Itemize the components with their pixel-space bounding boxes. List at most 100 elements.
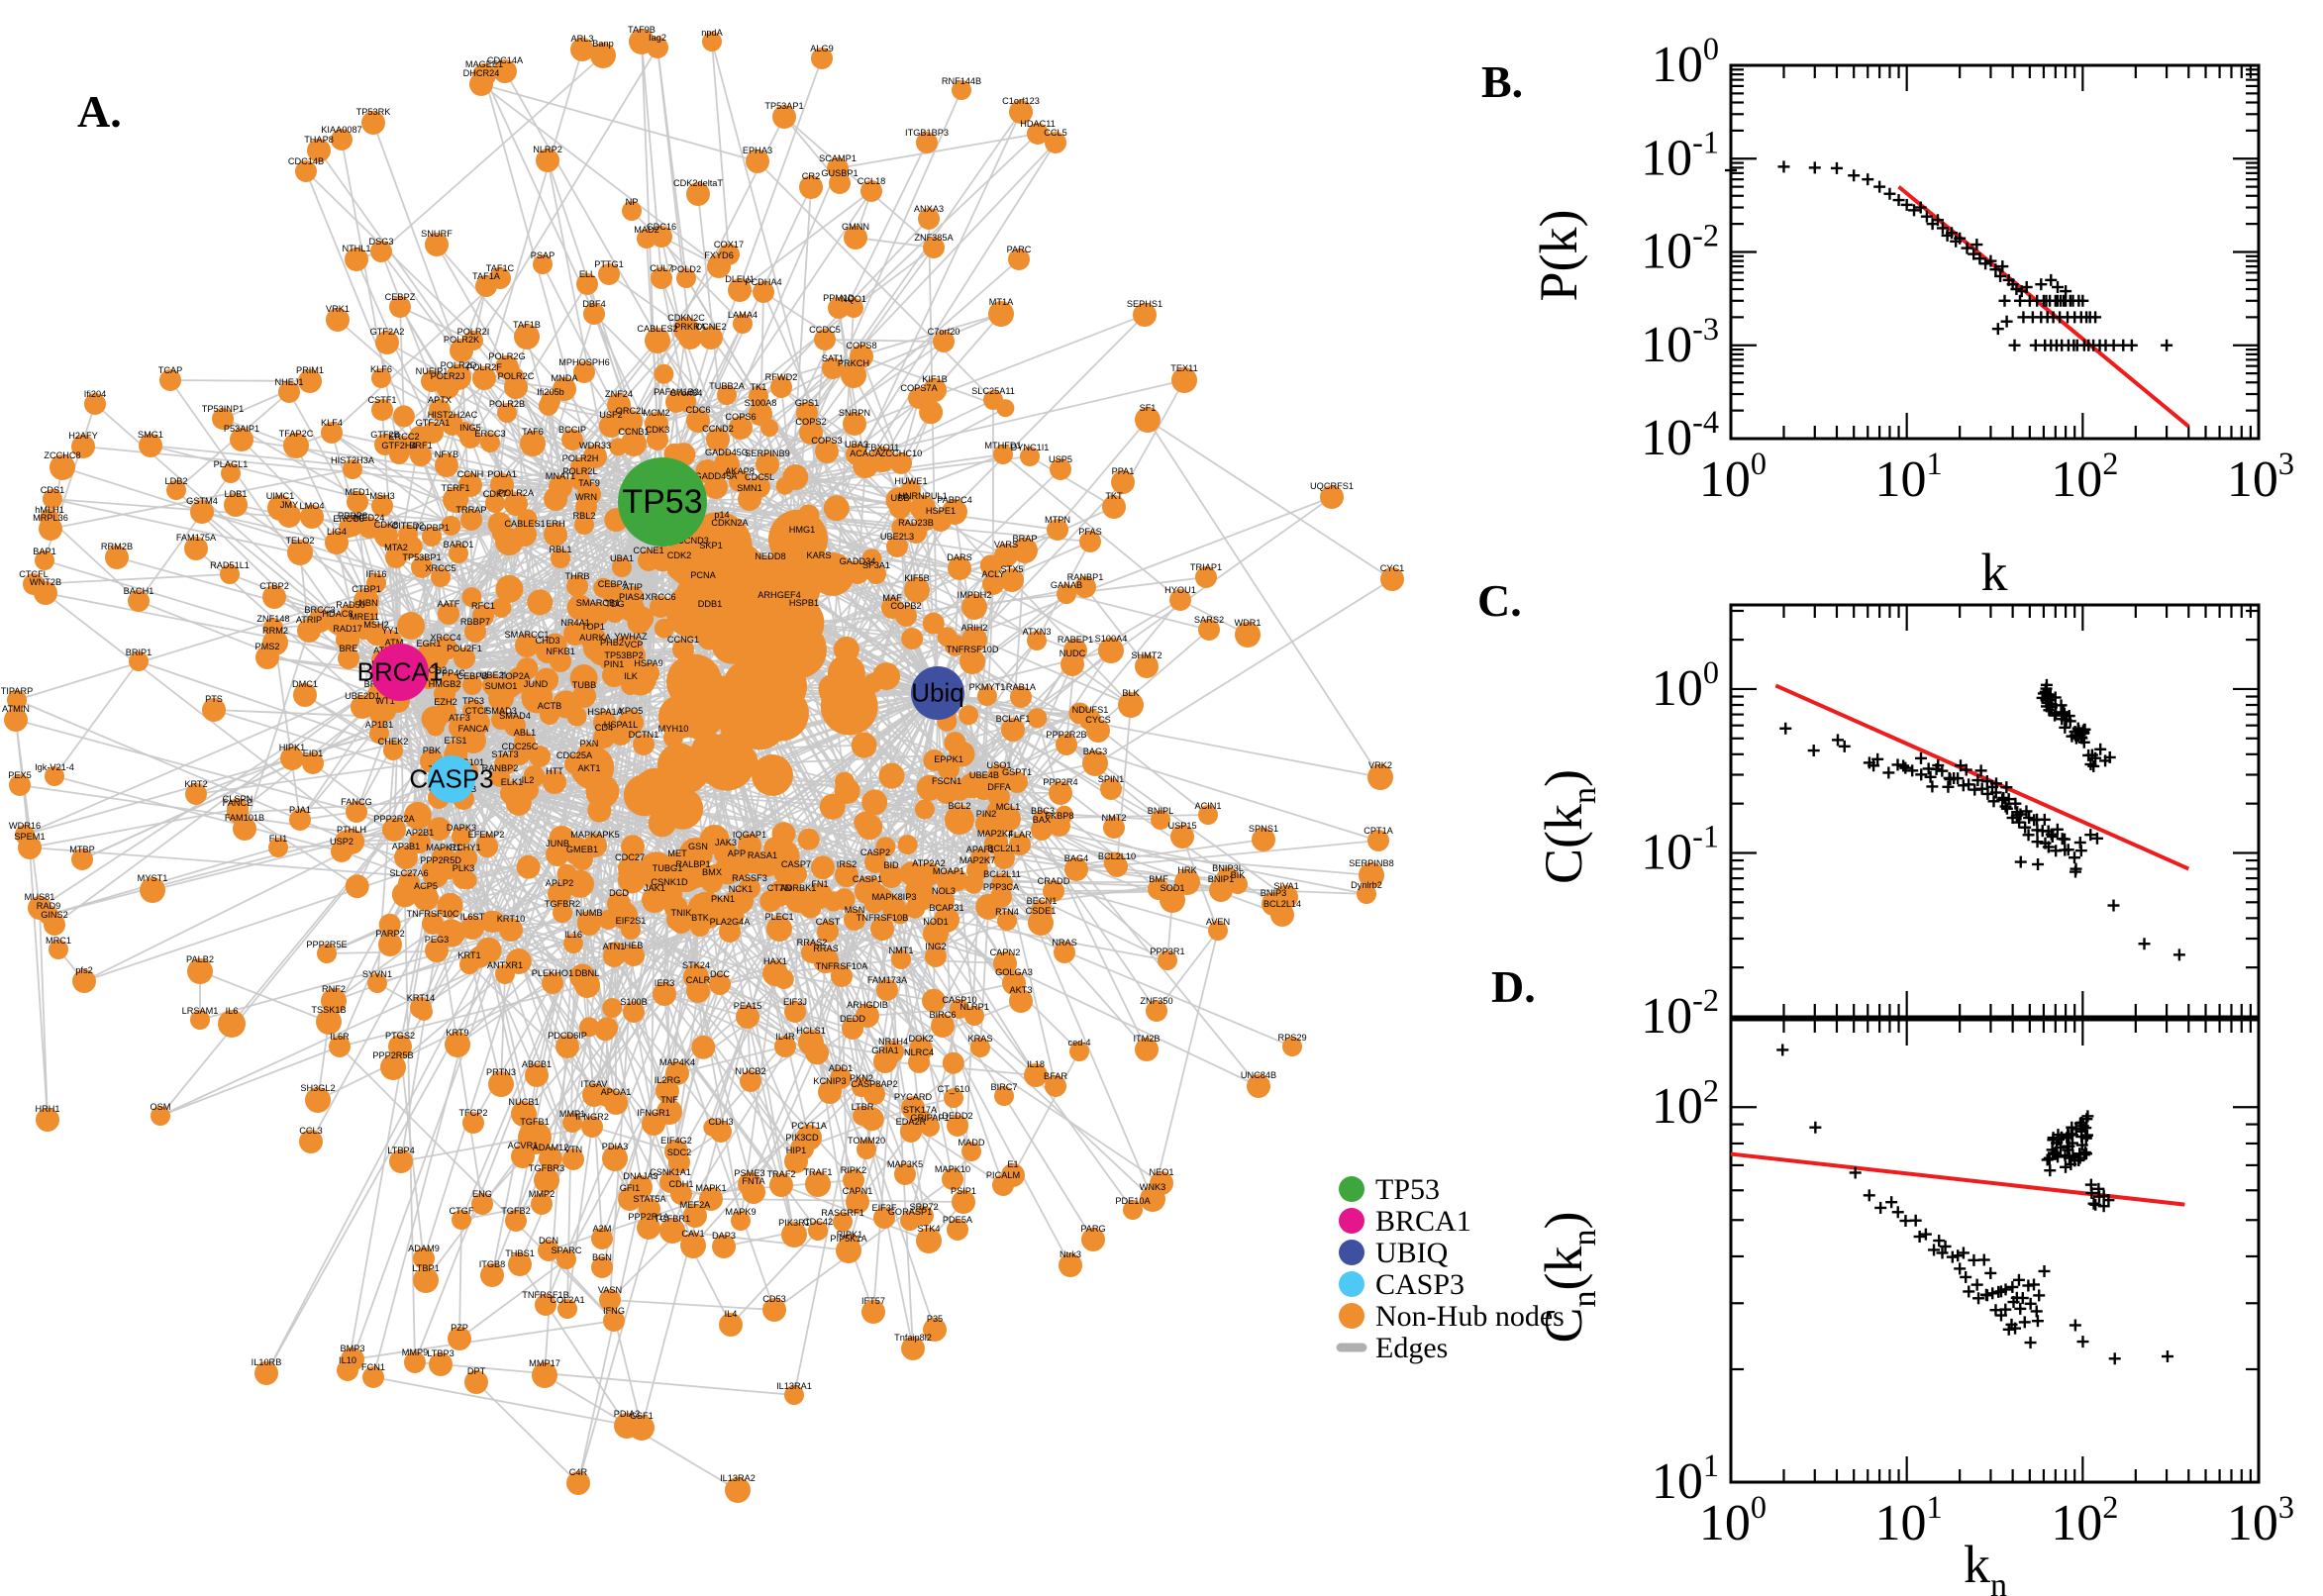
network-node[interactable] — [485, 493, 505, 513]
network-node[interactable] — [709, 973, 731, 995]
network-node[interactable] — [736, 1005, 759, 1029]
network-node[interactable] — [808, 1221, 828, 1241]
network-node[interactable] — [878, 762, 905, 789]
network-node[interactable] — [987, 764, 1011, 788]
network-node[interactable] — [624, 663, 656, 696]
network-node[interactable] — [623, 945, 645, 966]
network-node[interactable] — [475, 937, 502, 963]
network-node[interactable] — [185, 783, 207, 805]
network-node[interactable] — [35, 550, 54, 570]
network-node[interactable] — [581, 1116, 603, 1138]
network-node[interactable] — [1082, 750, 1108, 776]
network-node[interactable] — [321, 988, 347, 1014]
network-node[interactable] — [299, 1130, 323, 1153]
network-node[interactable] — [450, 339, 473, 362]
network-node[interactable] — [890, 452, 912, 474]
network-node[interactable] — [392, 405, 415, 428]
network-node[interactable] — [861, 1300, 885, 1324]
network-node[interactable] — [1098, 638, 1124, 663]
network-node[interactable] — [633, 734, 655, 755]
network-node[interactable] — [689, 867, 710, 888]
network-node[interactable] — [719, 1313, 743, 1337]
network-node[interactable] — [307, 139, 331, 162]
network-node[interactable] — [1043, 880, 1064, 902]
network-node[interactable] — [159, 369, 181, 391]
network-node[interactable] — [556, 1035, 579, 1058]
network-node[interactable] — [982, 573, 1004, 595]
network-node[interactable] — [1170, 825, 1194, 848]
network-node[interactable] — [610, 724, 632, 746]
network-node[interactable] — [1033, 810, 1053, 830]
network-node[interactable] — [687, 891, 725, 930]
network-node[interactable] — [413, 1267, 439, 1293]
network-node[interactable] — [805, 1041, 830, 1065]
network-node[interactable] — [577, 911, 598, 932]
network-node[interactable] — [835, 863, 858, 887]
network-node[interactable] — [583, 303, 605, 325]
network-node[interactable] — [762, 1298, 786, 1322]
network-node[interactable] — [548, 882, 571, 906]
network-node[interactable] — [993, 445, 1013, 464]
network-node[interactable] — [499, 918, 523, 942]
network-node[interactable] — [1028, 910, 1054, 936]
network-node[interactable] — [533, 254, 553, 274]
network-node[interactable] — [944, 1088, 963, 1108]
network-node[interactable] — [1135, 407, 1161, 433]
network-node[interactable] — [695, 459, 720, 483]
network-node[interactable] — [1047, 519, 1068, 541]
network-node[interactable] — [566, 575, 588, 597]
network-node[interactable] — [861, 549, 882, 569]
network-node[interactable] — [1000, 568, 1024, 592]
network-node[interactable] — [45, 766, 64, 786]
network-node[interactable] — [650, 546, 676, 572]
network-node[interactable] — [562, 1148, 584, 1170]
network-node[interactable] — [184, 537, 208, 560]
network-node[interactable] — [439, 859, 459, 880]
network-node[interactable] — [833, 636, 859, 662]
network-node[interactable] — [1068, 702, 1091, 725]
network-node[interactable] — [774, 1036, 796, 1057]
network-node[interactable] — [784, 1149, 808, 1173]
network-node[interactable] — [668, 1151, 690, 1173]
network-node[interactable] — [729, 416, 753, 440]
network-node[interactable] — [535, 1294, 556, 1316]
network-node[interactable] — [1118, 692, 1144, 718]
network-node[interactable] — [784, 1385, 804, 1405]
network-node[interactable] — [591, 1228, 613, 1249]
network-node[interactable] — [389, 296, 411, 318]
network-node[interactable] — [886, 536, 908, 557]
network-node[interactable] — [1009, 100, 1033, 124]
network-node[interactable] — [699, 326, 723, 349]
network-node[interactable] — [523, 765, 546, 788]
network-node[interactable] — [799, 175, 823, 199]
network-node[interactable] — [218, 1010, 246, 1038]
network-node[interactable] — [39, 517, 62, 541]
network-node[interactable] — [1123, 1200, 1143, 1220]
network-node[interactable] — [1049, 781, 1072, 805]
network-node[interactable] — [550, 837, 573, 861]
network-node[interactable] — [861, 789, 888, 816]
network-node[interactable] — [1135, 1038, 1159, 1061]
network-node[interactable] — [647, 37, 668, 58]
network-node[interactable] — [531, 1193, 553, 1215]
network-node[interactable] — [1024, 1063, 1048, 1087]
network-node[interactable] — [367, 973, 387, 993]
network-node[interactable] — [369, 724, 389, 744]
network-node[interactable] — [670, 1183, 692, 1205]
network-node[interactable] — [925, 946, 947, 967]
network-node[interactable] — [18, 836, 42, 859]
network-node[interactable] — [378, 913, 401, 936]
network-node[interactable] — [139, 434, 162, 457]
network-node[interactable] — [833, 1212, 853, 1232]
network-node[interactable] — [366, 573, 386, 593]
network-node[interactable] — [443, 487, 468, 513]
network-node[interactable] — [326, 308, 350, 332]
network-node[interactable] — [557, 1299, 577, 1319]
network-node[interactable] — [1252, 828, 1275, 851]
network-node[interactable] — [497, 403, 517, 423]
network-node[interactable] — [740, 1070, 761, 1092]
network-node[interactable] — [775, 476, 794, 495]
network-node[interactable] — [187, 958, 213, 984]
network-node[interactable] — [712, 1235, 736, 1258]
network-node[interactable] — [922, 612, 945, 635]
